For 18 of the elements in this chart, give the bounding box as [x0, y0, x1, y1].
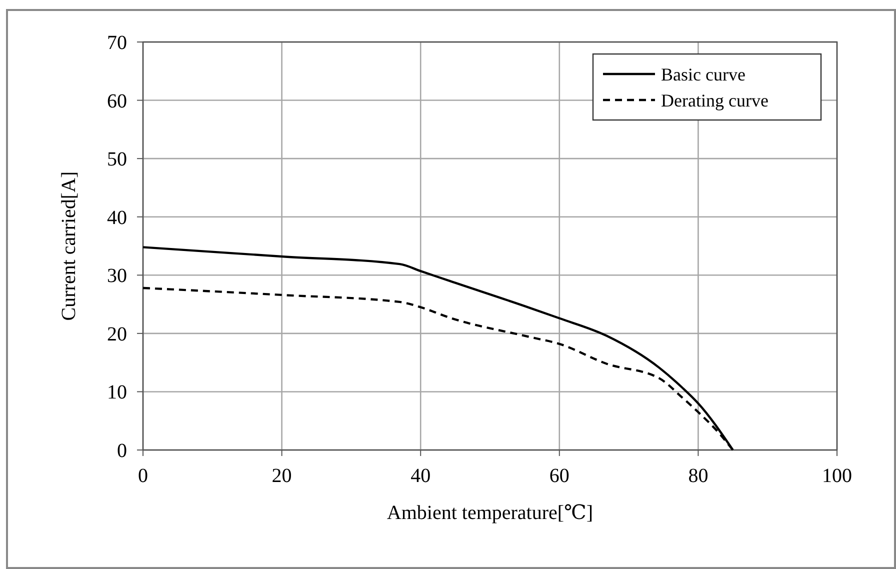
y-tick-label: 50 — [107, 148, 127, 171]
legend-label: Derating curve — [661, 90, 768, 110]
legend-label: Basic curve — [661, 64, 746, 84]
x-tick-label: 40 — [410, 465, 431, 487]
y-tick-label: 40 — [107, 206, 127, 229]
y-tick-label: 30 — [107, 265, 127, 288]
y-tick-label: 70 — [107, 32, 127, 54]
x-tick-label: 20 — [272, 465, 292, 487]
x-tick-label: 0 — [138, 465, 148, 487]
y-tick-label: 0 — [117, 440, 127, 462]
x-axis-title: Ambient temperature[℃] — [386, 502, 594, 524]
x-tick-label: 80 — [688, 465, 708, 487]
y-axis-title: Current carried[A] — [58, 171, 80, 321]
y-tick-label: 10 — [107, 382, 127, 404]
y-tick-label: 60 — [107, 90, 127, 112]
x-tick-label: 100 — [822, 465, 852, 487]
x-tick-label: 60 — [549, 465, 570, 487]
y-tick-label: 20 — [107, 323, 127, 346]
